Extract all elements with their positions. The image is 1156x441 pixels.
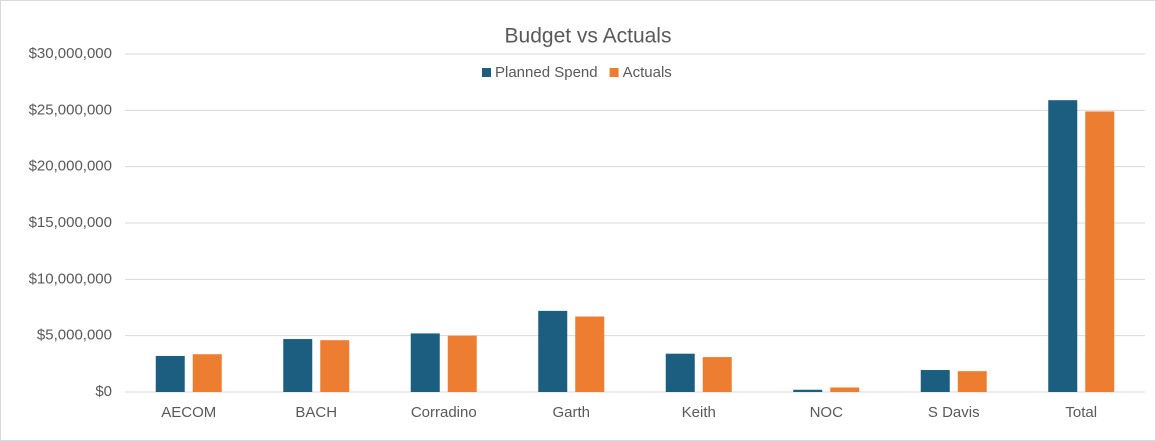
x-tick-label: Keith bbox=[682, 404, 716, 421]
bar bbox=[447, 335, 477, 392]
bar bbox=[702, 357, 732, 392]
legend-label: Planned Spend bbox=[495, 64, 598, 81]
y-tick-label: $10,000,000 bbox=[29, 270, 112, 287]
x-tick-label: NOC bbox=[810, 404, 844, 421]
x-tick-label: Garth bbox=[552, 404, 590, 421]
bar bbox=[575, 316, 605, 392]
x-tick-label: Total bbox=[1065, 404, 1097, 421]
legend-label: Actuals bbox=[623, 64, 672, 81]
bar bbox=[155, 355, 185, 392]
bar bbox=[538, 310, 568, 392]
legend-swatch bbox=[609, 68, 619, 77]
bar bbox=[793, 389, 823, 392]
x-tick-label: Corradino bbox=[411, 404, 477, 421]
bar bbox=[320, 340, 350, 392]
bar bbox=[920, 370, 950, 392]
y-tick-label: $30,000,000 bbox=[29, 45, 112, 62]
bar bbox=[665, 353, 695, 392]
bar bbox=[410, 333, 440, 392]
legend-swatch bbox=[482, 68, 491, 77]
y-tick-label: $5,000,000 bbox=[37, 327, 112, 344]
x-tick-label: BACH bbox=[295, 404, 337, 421]
y-tick-label: $25,000,000 bbox=[29, 101, 112, 118]
y-tick-label: $15,000,000 bbox=[29, 214, 112, 231]
bar bbox=[830, 387, 860, 392]
bar bbox=[192, 354, 222, 392]
y-tick-label: $20,000,000 bbox=[29, 158, 112, 175]
bar bbox=[1048, 100, 1078, 393]
x-tick-label: S Davis bbox=[928, 404, 980, 421]
bar bbox=[1085, 111, 1115, 393]
y-tick-label: $0 bbox=[95, 383, 112, 400]
chart-title: Budget vs Actuals bbox=[505, 25, 672, 48]
bar bbox=[957, 371, 987, 392]
x-tick-label: AECOM bbox=[161, 404, 216, 421]
bar bbox=[283, 339, 313, 392]
